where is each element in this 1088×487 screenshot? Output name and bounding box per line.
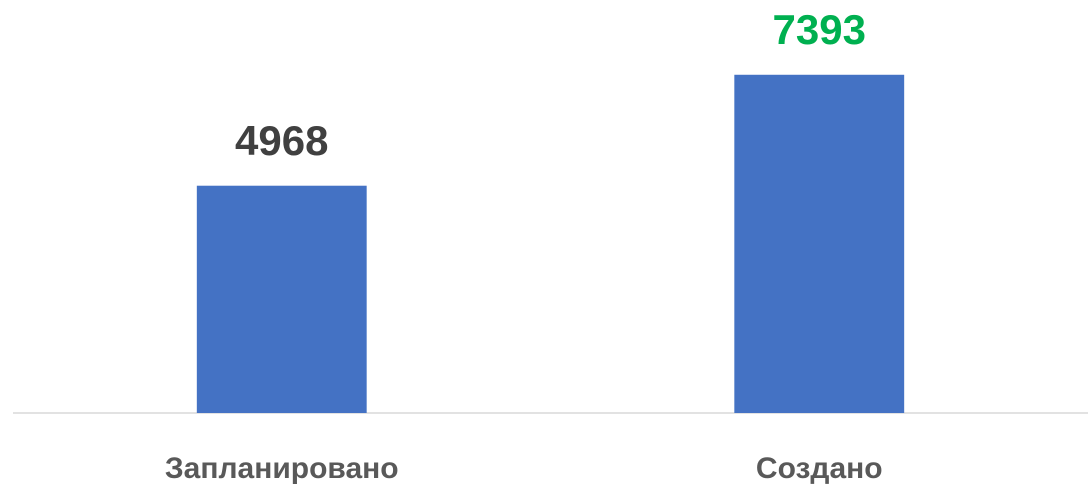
data-label: 4968 [235,117,328,164]
bar [196,185,367,413]
x-tick-label: Запланировано [165,452,399,485]
bar [734,74,905,413]
data-label: 7393 [773,6,866,53]
x-tick-label: Создано [756,452,883,485]
